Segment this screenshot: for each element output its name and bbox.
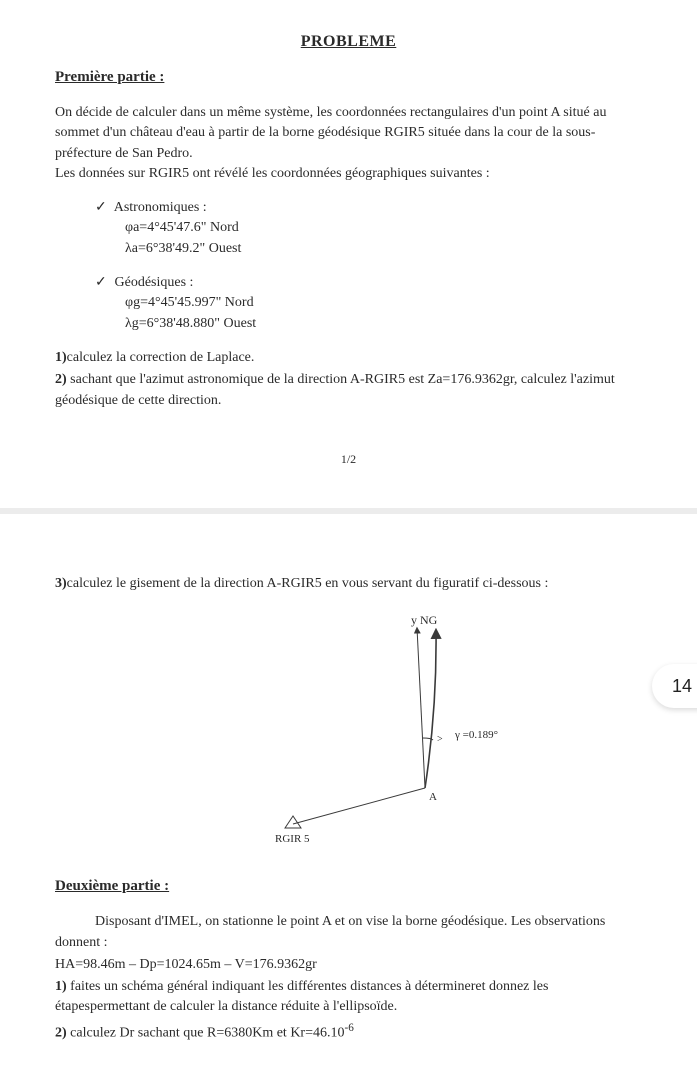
part2-question-2: 2) calculez Dr sachant que R=6380Km et K… (55, 1020, 642, 1044)
astro-label-line: ✓ Astronomiques : (95, 198, 642, 218)
intro-paragraph: On décide de calculer dans un même systè… (55, 103, 642, 184)
q3-text: calculez le gisement de la direction A-R… (67, 576, 549, 591)
q2-text: sachant que l'azimut astronomique de la … (55, 372, 615, 407)
geod-label: Géodésiques : (115, 275, 194, 290)
part2-intro: Disposant d'IMEL, on stationne le point … (55, 912, 642, 953)
part2-question-1: 1) faites un schéma général indiquant le… (55, 977, 642, 1018)
check-icon: ✓ (95, 273, 111, 293)
question-1: 1)calculez la correction de Laplace. (55, 348, 642, 368)
question-3: 3)calculez le gisement de la direction A… (55, 574, 642, 594)
intro-text-1: On décide de calculer dans un même systè… (55, 105, 606, 161)
q1-text: calculez la correction de Laplace. (67, 350, 255, 365)
svg-text:>: > (437, 734, 443, 745)
geod-phi: φg=4°45'45.997" Nord (125, 293, 642, 313)
part2-heading: Deuxième partie : (55, 876, 642, 898)
q1-number: 1) (55, 350, 67, 365)
check-icon: ✓ (95, 198, 111, 218)
q2-number: 2) (55, 372, 67, 387)
observation-line: HA=98.46m – Dp=1024.65m – V=176.9362gr (55, 955, 642, 975)
svg-text:y NG: y NG (411, 613, 438, 627)
diagram-svg: y NG γ =0.189° A RGIR 5 > (55, 608, 642, 858)
astro-block: ✓ Astronomiques : φa=4°45'47.6" Nord λa=… (95, 198, 642, 259)
part1-heading: Première partie : (55, 67, 642, 89)
p2-q2-number: 2) (55, 1025, 67, 1040)
geod-block: ✓ Géodésiques : φg=4°45'45.997" Nord λg=… (95, 273, 642, 334)
astro-phi: φa=4°45'47.6" Nord (125, 218, 642, 238)
p2-q1-text: faites un schéma général indiquant les d… (55, 979, 548, 1014)
page-1: PROBLEME Première partie : On décide de … (0, 0, 697, 508)
main-title: PROBLEME (55, 30, 642, 53)
page-2: 14 3)calculez le gisement de la directio… (0, 508, 697, 1085)
p2-q1-number: 1) (55, 979, 67, 994)
svg-text:γ =0.189°: γ =0.189° (454, 729, 498, 741)
intro-text-2: Les données sur RGIR5 ont révélé les coo… (55, 166, 490, 181)
geod-label-line: ✓ Géodésiques : (95, 273, 642, 293)
figure-diagram: y NG γ =0.189° A RGIR 5 > (55, 608, 642, 858)
astro-lambda: λa=6°38'49.2" Ouest (125, 239, 642, 259)
astro-label: Astronomiques : (114, 200, 207, 215)
p2-q2-text: calculez Dr sachant que R=6380Km et Kr=4… (67, 1025, 345, 1040)
geod-lambda: λg=6°38'48.880" Ouest (125, 314, 642, 334)
svg-text:RGIR 5: RGIR 5 (275, 833, 310, 845)
page-number: 1/2 (55, 451, 642, 468)
question-2: 2) sachant que l'azimut astronomique de … (55, 370, 642, 411)
page-badge: 14 (652, 664, 697, 708)
q3-number: 3) (55, 576, 67, 591)
svg-text:A: A (429, 791, 437, 803)
p2-q2-exponent: -6 (345, 1022, 354, 1034)
